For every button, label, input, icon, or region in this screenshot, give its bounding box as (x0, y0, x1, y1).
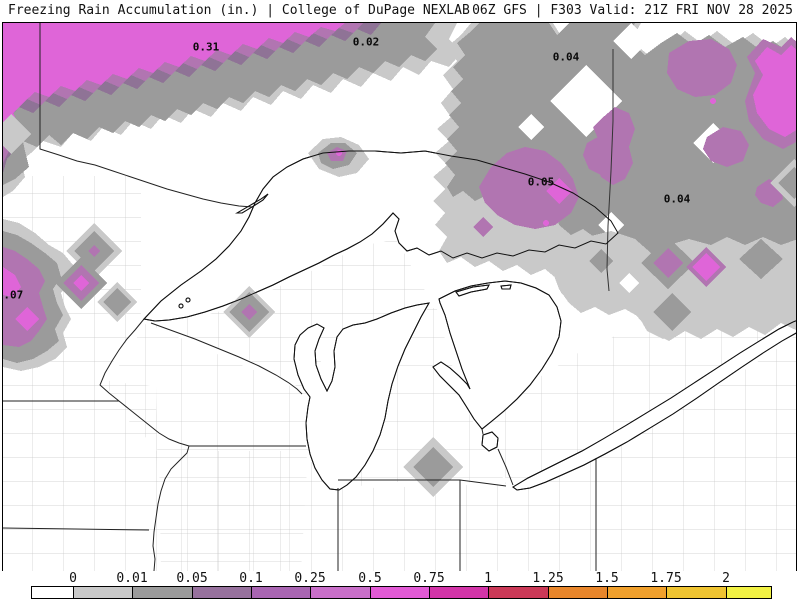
legend-color-segment (74, 587, 133, 598)
legend-color-segment (311, 587, 371, 598)
product-title: Freezing Rain Accumulation (in.) | Colle… (8, 3, 470, 18)
legend-color-segment (371, 587, 430, 598)
state-borders (3, 23, 614, 571)
legend-color-segment (549, 587, 608, 598)
model-valid-time: 06Z GFS | F303 Valid: 21Z FRI NOV 28 202… (472, 3, 793, 18)
legend-tick: 0.75 (413, 571, 445, 586)
legend-tick: 0.5 (358, 571, 382, 586)
legend-tick: 0.01 (116, 571, 148, 586)
legend-tick: 1.75 (650, 571, 682, 586)
legend-tick: 2 (722, 571, 730, 586)
legend-colorbar (31, 586, 772, 599)
legend-color-segment (133, 587, 193, 598)
weather-map-svg (3, 23, 796, 571)
legend-tick: 0.25 (294, 571, 326, 586)
county-lines (3, 176, 796, 571)
map-value-label: 0.04 (663, 192, 691, 206)
legend-tick: 0.05 (176, 571, 208, 586)
legend-color-segment (608, 587, 667, 598)
map-value-label: 0.31 (192, 40, 220, 54)
legend-color-segment (193, 587, 252, 598)
legend-tick: 0.1 (239, 571, 263, 586)
legend-color-segment (727, 587, 771, 598)
legend-color-segment (667, 587, 727, 598)
map-value-label: 0.07 (3, 288, 24, 302)
map-area: 0.31 0.02 0.04 0.05 0.04 0.07 (2, 22, 797, 572)
map-value-label: 0.04 (552, 50, 580, 64)
legend-color-segment (32, 587, 74, 598)
map-value-label: 0.02 (352, 35, 380, 49)
legend-tick: 0 (69, 571, 77, 586)
title-bar: Freezing Rain Accumulation (in.) | Colle… (0, 0, 800, 22)
legend-color-segment (252, 587, 311, 598)
legend-tick: 1 (484, 571, 492, 586)
legend-color-segment (489, 587, 549, 598)
legend-tick: 1.25 (532, 571, 564, 586)
legend-tick: 1.5 (595, 571, 619, 586)
legend-color-segment (430, 587, 489, 598)
legend: 0 0.01 0.05 0.1 0.25 0.5 0.75 1 1.25 1.5 1.75 2 (0, 571, 800, 600)
map-value-label: 0.05 (527, 175, 555, 189)
